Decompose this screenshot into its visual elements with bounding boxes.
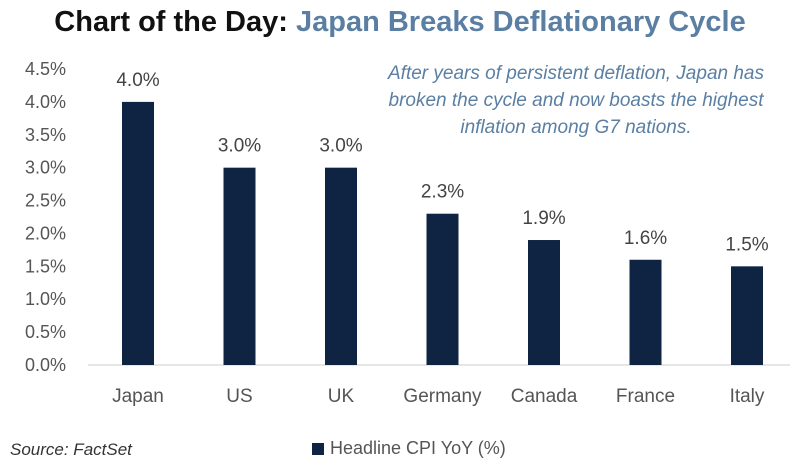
bar-us — [223, 167, 256, 365]
title-prefix: Chart of the Day: — [54, 6, 288, 38]
data-label-france: 1.6% — [624, 228, 667, 249]
y-tick-label: 3.0% — [25, 158, 66, 178]
data-label-us: 3.0% — [218, 136, 261, 157]
data-label-uk: 3.0% — [319, 136, 362, 157]
y-tick-label: 0.5% — [25, 322, 66, 342]
y-tick-label: 1.0% — [25, 289, 66, 309]
legend-label: Headline CPI YoY (%) — [330, 438, 506, 458]
bar-france — [629, 259, 662, 365]
data-label-canada: 1.9% — [522, 208, 565, 229]
bars — [122, 101, 763, 365]
legend: Headline CPI YoY (%) — [312, 438, 506, 459]
y-tick-label: 3.5% — [25, 125, 66, 145]
data-label-italy: 1.5% — [725, 234, 768, 255]
x-tick-label-italy: Italy — [730, 386, 765, 407]
x-tick-label-uk: UK — [328, 386, 355, 407]
y-axis: 0.0% 0.5% 1.0% 1.5% 2.0% 2.5% 3.0% 3.5% 4.0% 4.5% — [25, 59, 66, 375]
y-tick-label: 4.0% — [25, 92, 66, 112]
bar-japan — [122, 101, 154, 365]
bar-italy — [731, 266, 763, 365]
chart-annotation: After years of persistent deflation, Jap… — [388, 63, 764, 138]
bar-uk — [325, 167, 357, 365]
y-tick-label: 0.0% — [25, 355, 66, 375]
x-tick-label-japan: Japan — [112, 386, 164, 407]
title-headline: Japan Breaks Deflationary Cycle — [295, 6, 746, 38]
y-tick-label: 2.0% — [25, 223, 66, 243]
y-tick-label: 1.5% — [25, 256, 66, 276]
y-tick-label: 4.5% — [25, 59, 66, 79]
data-labels: 4.0% 3.0% 3.0% 2.3% 1.9% 1.6% 1.5% — [116, 70, 768, 255]
y-tick-label: 2.5% — [25, 191, 66, 211]
bar-canada — [528, 240, 560, 365]
legend-swatch — [312, 442, 324, 455]
chart-title: Chart of the Day: Japan Breaks Deflation… — [0, 6, 800, 39]
data-label-germany: 2.3% — [421, 182, 464, 203]
data-label-japan: 4.0% — [116, 70, 159, 91]
x-axis: Japan US UK Germany Canada France Italy — [112, 386, 765, 407]
source-note: Source: FactSet — [10, 440, 132, 459]
x-tick-label-us: US — [226, 386, 252, 407]
x-tick-label-canada: Canada — [511, 386, 578, 407]
x-tick-label-germany: Germany — [403, 386, 482, 407]
x-tick-label-france: France — [616, 386, 675, 407]
bar-germany — [426, 213, 459, 365]
